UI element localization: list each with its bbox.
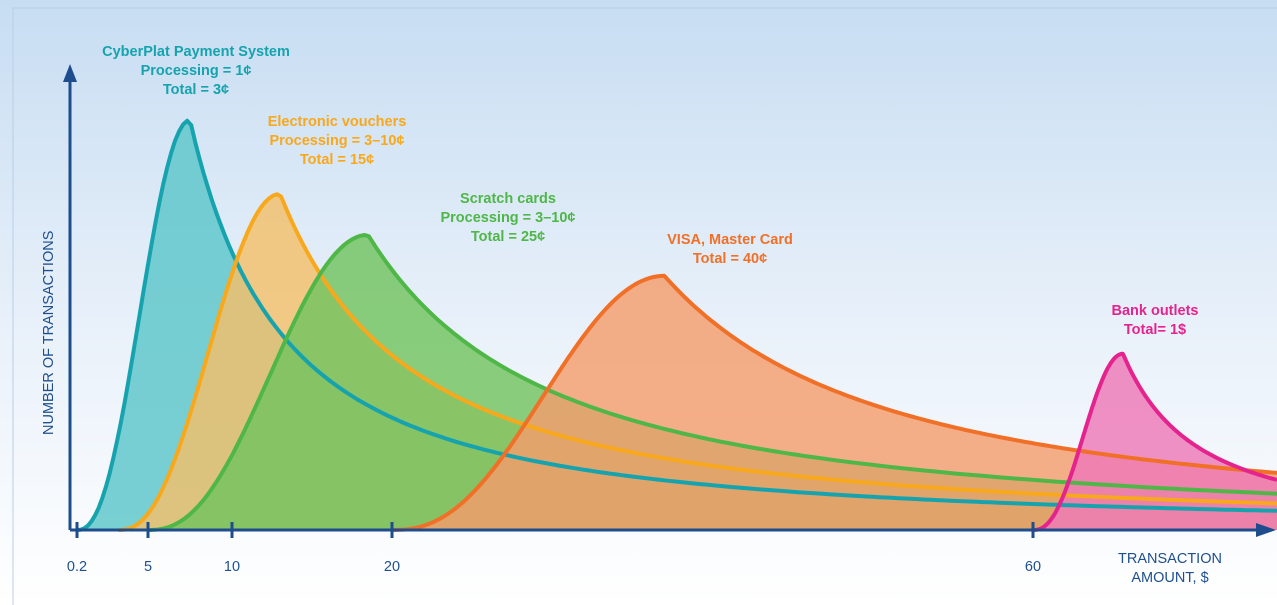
series-area bbox=[392, 275, 1277, 530]
series-annotation: Bank outlets bbox=[1111, 303, 1198, 319]
series-3 bbox=[392, 275, 1277, 530]
x-tick-label: 60 bbox=[1025, 559, 1041, 575]
axes bbox=[63, 64, 1276, 537]
x-tick-label: 10 bbox=[224, 559, 240, 575]
series-annotation: VISA, Master Card bbox=[667, 232, 793, 248]
x-axis-arrow-icon bbox=[1256, 523, 1276, 537]
labels-layer: CyberPlat Payment System Processing = 1¢ T… bbox=[102, 44, 1198, 338]
x-axis-title-line2: AMOUNT, $ bbox=[1131, 570, 1208, 586]
ticks-layer: 0.2 5 10 20 60 bbox=[67, 522, 1041, 575]
series-line-1 bbox=[118, 192, 1277, 532]
series-annotation: Scratch cards bbox=[460, 191, 556, 207]
series-line-3 bbox=[392, 273, 1277, 532]
y-axis-title: NUMBER OF TRANSACTIONS bbox=[41, 231, 57, 435]
series-line-2 bbox=[148, 233, 1277, 532]
series-annotation: Total= 1$ bbox=[1124, 322, 1186, 338]
series-layer bbox=[76, 118, 1277, 532]
chart-frame bbox=[12, 7, 1277, 605]
x-tick-label: 20 bbox=[384, 559, 400, 575]
series-2 bbox=[148, 235, 1277, 530]
series-annotation: Electronic vouchers bbox=[268, 114, 407, 130]
series-annotation: Total = 15¢ bbox=[300, 152, 374, 168]
x-tick-label: 0.2 bbox=[67, 559, 87, 575]
series-annotation: Processing = 1¢ bbox=[141, 63, 252, 79]
x-tick-label: 5 bbox=[144, 559, 152, 575]
series-annotation: CyberPlat Payment System bbox=[102, 44, 290, 60]
series-line-4 bbox=[1031, 351, 1277, 532]
series-annotation: Processing = 3–10¢ bbox=[440, 210, 575, 226]
series-area bbox=[148, 235, 1277, 530]
x-axis-title-line1: TRANSACTION bbox=[1118, 551, 1222, 567]
series-annotation: Processing = 3–10¢ bbox=[269, 133, 404, 149]
series-line-0 bbox=[76, 118, 1277, 532]
series-annotation: Total = 25¢ bbox=[471, 229, 545, 245]
series-annotation: Total = 40¢ bbox=[693, 251, 767, 267]
series-annotation: Total = 3¢ bbox=[163, 82, 229, 98]
y-axis-arrow-icon bbox=[63, 64, 77, 82]
